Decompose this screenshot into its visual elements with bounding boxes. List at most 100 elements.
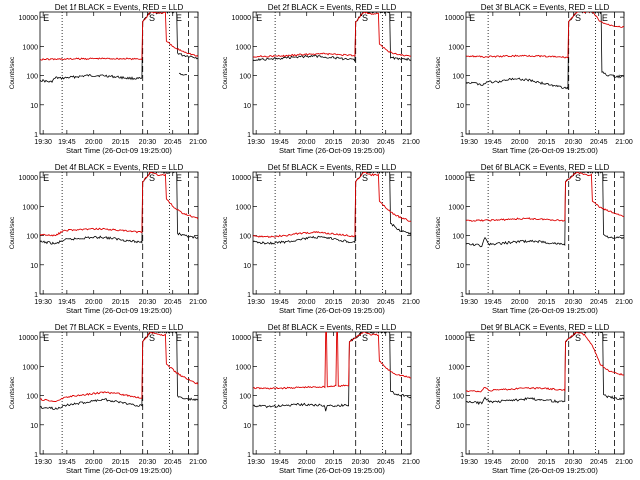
x-axis-label: Start Time (26-Oct-09 19:25:00) [66,146,172,155]
x-tick-label: 20:45 [590,459,608,466]
x-tick-label: 20:30 [352,299,370,306]
panel-title: Det 7f BLACK = Events, RED = LLD [55,323,184,332]
events-series-line [40,12,198,83]
plot-frame [39,171,199,295]
x-tick-label: 20:45 [164,459,182,466]
x-tick-label: 19:30 [247,459,265,466]
panel-marker-letter: E [389,333,395,343]
y-axis-label: Counts/sec [222,216,229,249]
x-tick-label: 21:00 [189,299,207,306]
y-tick-label: 10000 [232,15,252,22]
x-tick-label: 20:00 [85,299,103,306]
panel-marker-letter: E [176,173,182,183]
y-tick-label: 1 [247,452,251,459]
x-axis-label: Start Time (26-Oct-09 19:25:00) [279,146,385,155]
y-axis-label: Counts/sec [222,376,229,409]
x-tick-label: 20:15 [538,459,556,466]
plot-frame [252,11,412,135]
x-tick-label: 19:30 [34,139,52,146]
panel-marker-letter: S [575,333,581,343]
panel-det-7: Det 7f BLACK = Events, RED = LLD 1 10 100 10… [9,323,207,475]
panel-marker-letter: E [602,173,608,183]
y-tick-label: 10 [30,263,38,270]
x-tick-label: 20:45 [590,139,608,146]
y-tick-label: 100 [239,394,251,401]
plot-frame [252,171,412,295]
y-tick-label: 10 [456,263,464,270]
y-axis-label: Counts/sec [435,376,442,409]
lld-series-line [253,12,411,58]
x-tick-label: 19:45 [58,299,76,306]
y-tick-label: 10 [243,103,251,110]
x-tick-label: 21:00 [402,299,420,306]
x-tick-label: 21:00 [615,459,633,466]
y-tick-label: 1 [34,452,38,459]
x-tick-label: 20:00 [85,459,103,466]
lld-series-line [253,172,411,238]
x-tick-label: 19:30 [34,459,52,466]
x-tick-label: 19:45 [271,459,289,466]
x-tick-label: 20:15 [538,299,556,306]
x-tick-label: 19:30 [247,299,265,306]
y-tick-label: 10 [456,103,464,110]
x-tick-label: 19:30 [460,459,478,466]
x-tick-label: 20:00 [511,299,529,306]
panel-title: Det 3f BLACK = Events, RED = LLD [481,3,610,12]
x-tick-label: 20:00 [85,139,103,146]
x-tick-label: 20:45 [377,459,395,466]
events-series-line [466,172,624,248]
y-tick-label: 10000 [232,335,252,342]
y-tick-label: 10000 [19,15,39,22]
x-tick-label: 21:00 [189,459,207,466]
x-tick-label: 20:15 [112,459,130,466]
panel-marker-letter: E [469,13,475,23]
plot-frame [39,331,199,455]
x-axis-label: Start Time (26-Oct-09 19:25:00) [492,466,598,475]
events-series-line [40,172,198,245]
panel-title: Det 4f BLACK = Events, RED = LLD [55,163,184,172]
plot-frame [39,11,199,135]
panel-marker-letter: E [602,13,608,23]
y-tick-label: 10 [243,423,251,430]
panel-title: Det 8f BLACK = Events, RED = LLD [268,323,397,332]
y-axis-label: Counts/sec [9,56,16,89]
x-tick-label: 20:30 [139,139,157,146]
y-tick-label: 10000 [445,335,465,342]
x-tick-label: 19:45 [484,139,502,146]
y-tick-label: 10000 [19,335,39,342]
x-axis-label: Start Time (26-Oct-09 19:25:00) [492,306,598,315]
y-tick-label: 1000 [448,204,464,211]
y-tick-label: 10 [243,263,251,270]
x-tick-label: 20:30 [139,459,157,466]
y-tick-label: 1 [34,132,38,139]
y-tick-label: 10000 [19,175,39,182]
x-tick-label: 20:30 [139,299,157,306]
panel-title: Det 1f BLACK = Events, RED = LLD [55,3,184,12]
plot-frame [252,331,412,455]
panel-det-1: Det 1f BLACK = Events, RED = LLD 1 10 100 10… [9,3,207,155]
x-tick-label: 20:45 [377,139,395,146]
x-tick-label: 20:30 [565,459,583,466]
y-tick-label: 10000 [445,175,465,182]
y-axis-label: Counts/sec [9,376,16,409]
plot-frame [465,331,625,455]
lld-series-line [40,172,198,237]
x-tick-label: 20:15 [538,139,556,146]
panel-marker-letter: E [43,13,49,23]
y-tick-label: 10 [30,423,38,430]
x-tick-label: 20:00 [298,459,316,466]
events-series-line [253,172,411,245]
panel-det-9: Det 9f BLACK = Events, RED = LLD 1 10 100 10… [435,323,633,475]
y-tick-label: 1 [34,292,38,299]
y-tick-label: 1000 [22,204,38,211]
y-tick-label: 100 [452,394,464,401]
x-axis-label: Start Time (26-Oct-09 19:25:00) [66,306,172,315]
y-tick-label: 1000 [448,44,464,51]
panel-marker-letter: E [43,173,49,183]
x-tick-label: 19:45 [271,299,289,306]
x-tick-label: 20:00 [511,459,529,466]
events-series-line [466,12,624,90]
x-tick-label: 20:45 [164,139,182,146]
panel-marker-letter: E [176,333,182,343]
